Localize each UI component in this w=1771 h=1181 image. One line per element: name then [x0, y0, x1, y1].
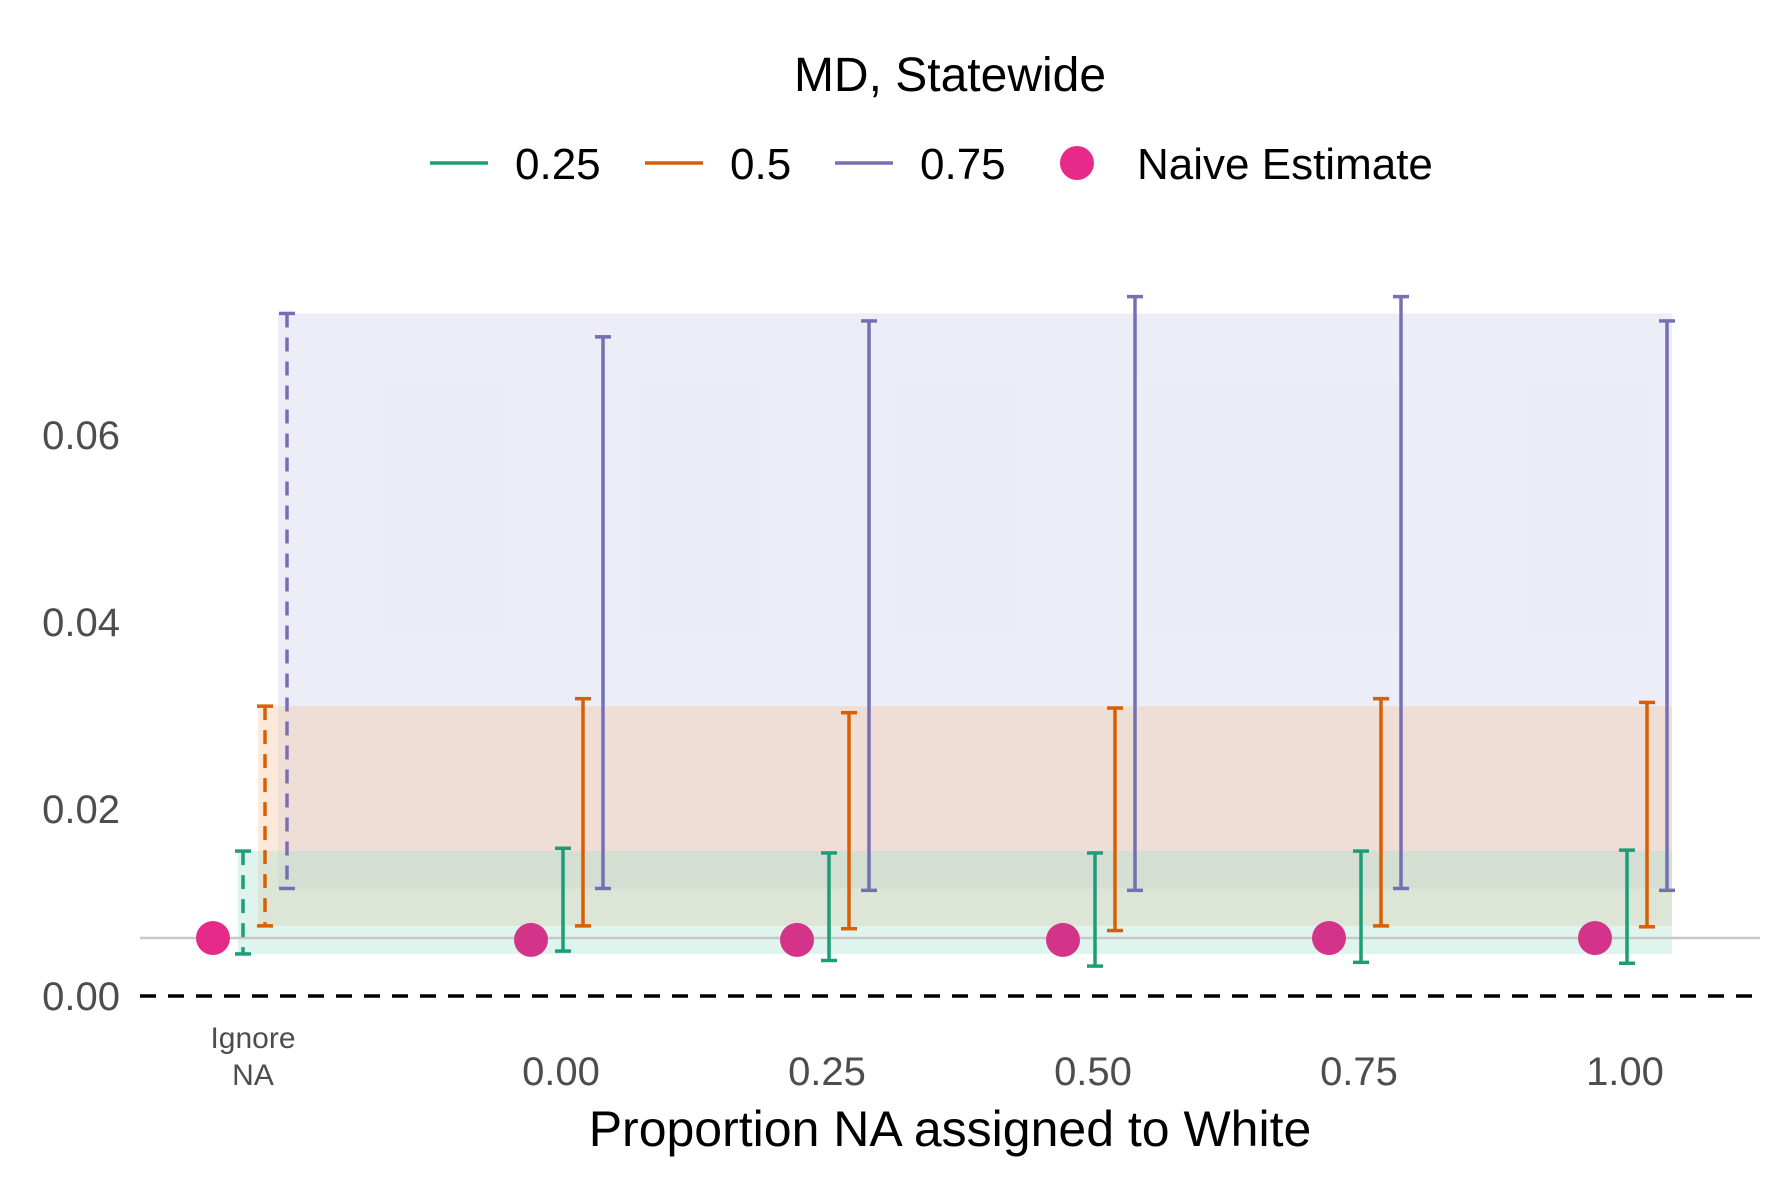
error-bar-0-75 — [595, 335, 611, 891]
band-0-5 — [258, 706, 1672, 926]
naive-estimate-point — [780, 922, 814, 957]
legend-label: 0.75 — [920, 140, 1006, 189]
ignore-na-error-bar-0-75 — [279, 311, 295, 891]
naive-estimate-point — [196, 921, 230, 956]
x-tick-label: 0.50 — [1054, 1050, 1132, 1094]
y-axis: 0.00 0.02 0.04 0.06 — [42, 414, 120, 1019]
error-bar-0-25 — [1619, 848, 1635, 966]
legend-label: 0.25 — [515, 140, 601, 189]
error-bar-0-25 — [1087, 851, 1103, 968]
y-tick-label: 0.04 — [42, 601, 120, 645]
error-bar-0-5 — [1639, 700, 1655, 929]
naive-estimate-point — [1578, 921, 1612, 956]
y-tick-label: 0.02 — [42, 788, 120, 832]
legend: 0.25 0.5 0.75 Naive Estimate — [430, 140, 1433, 189]
error-bar-0-5 — [1107, 706, 1123, 933]
x-tick-label: 1.00 — [1586, 1050, 1664, 1094]
ignore-na-error-bar-0-5 — [257, 704, 273, 928]
legend-item: 0.75 — [835, 140, 1006, 189]
y-tick-label: 0.06 — [42, 414, 120, 458]
legend-label: 0.5 — [730, 140, 791, 189]
x-tick-label-ignore-na: NA — [232, 1059, 274, 1092]
error-bar-0-5 — [841, 710, 857, 931]
naive-estimate-point — [1312, 921, 1346, 956]
x-axis-title: Proportion NA assigned to White — [589, 1101, 1312, 1157]
error-bar-0-25 — [555, 846, 571, 953]
chart-title: MD, Statewide — [794, 49, 1106, 102]
naive-estimate-points — [196, 921, 1612, 957]
naive-estimate-point — [1046, 922, 1080, 957]
legend-item: 0.5 — [645, 140, 791, 189]
ignore-na-error-bar-0-25 — [235, 849, 251, 956]
error-bar-0-5 — [1373, 696, 1389, 928]
error-bar-0-25 — [1353, 849, 1369, 965]
error-bar-0-75 — [1659, 319, 1675, 893]
confidence-bands — [238, 313, 1672, 954]
x-tick-label: 0.00 — [522, 1050, 600, 1094]
naive-estimate-point — [514, 922, 548, 957]
error-bars — [235, 294, 1675, 968]
error-bar-0-75 — [1393, 294, 1409, 891]
legend-item: 0.25 — [430, 140, 601, 189]
x-tick-label-ignore-na: Ignore — [210, 1022, 295, 1055]
error-bar-0-5 — [575, 696, 591, 928]
error-bar-0-25 — [821, 851, 837, 963]
error-bar-0-75 — [861, 319, 877, 893]
legend-item: Naive Estimate — [1060, 140, 1433, 189]
band-0-75 — [278, 313, 1672, 889]
x-tick-label: 0.75 — [1320, 1050, 1398, 1094]
error-bar-0-75 — [1127, 294, 1143, 893]
x-axis: 0.00 0.25 0.50 0.75 1.00 Ignore NA — [210, 1022, 1663, 1094]
legend-label: Naive Estimate — [1137, 140, 1433, 189]
reference-lines — [140, 936, 1760, 998]
x-tick-label: 0.25 — [788, 1050, 866, 1094]
legend-key-dot — [1060, 146, 1094, 180]
y-tick-label: 0.00 — [42, 975, 120, 1019]
